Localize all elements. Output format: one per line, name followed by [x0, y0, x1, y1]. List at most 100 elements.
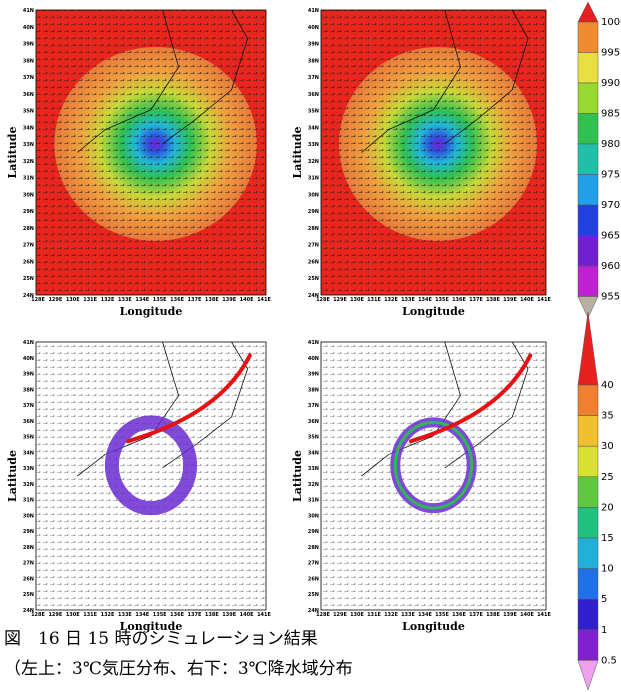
- lat-tick-label: 39N: [23, 372, 34, 378]
- colorbar-tip: [577, 1, 599, 23]
- lat-tick-label: 37N: [308, 75, 319, 81]
- lat-tick-label: 26N: [23, 576, 34, 582]
- lon-tick-label: 133E: [401, 297, 415, 303]
- lat-tick-label: 39N: [23, 42, 34, 48]
- colorbar-label: 970: [601, 200, 620, 211]
- lat-tick-label: 30N: [23, 192, 34, 198]
- lat-tick-label: 41N: [308, 8, 319, 14]
- lat-tick-label: 24N: [23, 608, 34, 614]
- lat-tick-label: 40N: [23, 25, 34, 31]
- x-axis-label: Longitude: [402, 305, 465, 318]
- colorbar-label: 995: [601, 48, 620, 59]
- lat-tick-label: 33N: [23, 466, 34, 472]
- lat-tick-label: 24N: [308, 293, 319, 299]
- colorbar-band: [577, 415, 599, 447]
- lon-tick-label: 140E: [520, 297, 534, 303]
- coastline: [361, 9, 529, 153]
- colorbar-band: [577, 598, 599, 631]
- lat-tick-label: 35N: [23, 109, 34, 115]
- lat-tick-label: 29N: [23, 529, 34, 535]
- lon-tick-label: 131E: [83, 612, 97, 618]
- colorbar-label: 980: [601, 139, 620, 150]
- lat-tick-label: 30N: [23, 513, 34, 519]
- lat-tick-label: 38N: [308, 387, 319, 393]
- colorbar-band: [577, 476, 599, 508]
- lon-tick-label: 130E: [66, 612, 80, 618]
- colorbar-label: 1: [601, 625, 607, 636]
- lat-tick-label: 36N: [23, 92, 34, 98]
- colorbar-label: 10: [601, 564, 614, 575]
- colorbar-label: 975: [601, 170, 620, 181]
- lat-tick-label: 40N: [308, 356, 319, 362]
- lon-tick-label: 134E: [418, 612, 432, 618]
- lat-tick-label: 34N: [308, 450, 319, 456]
- colorbar-band: [577, 629, 599, 661]
- lon-tick-label: 132E: [101, 612, 115, 618]
- lat-tick-label: 37N: [23, 403, 34, 409]
- lat-tick-label: 25N: [23, 276, 34, 282]
- colorbar-label: 15: [601, 533, 614, 544]
- colorbar-band: [577, 52, 599, 84]
- colorbar-tip: [577, 296, 599, 319]
- lat-tick-label: 27N: [23, 561, 34, 567]
- lat-tick-label: 28N: [308, 545, 319, 551]
- lon-tick-label: 130E: [66, 297, 80, 303]
- lon-tick-label: 135E: [153, 612, 167, 618]
- lat-tick-label: 28N: [23, 545, 34, 551]
- lat-tick-label: 36N: [308, 419, 319, 425]
- lon-tick-label: 134E: [135, 612, 149, 618]
- lat-tick-label: 40N: [308, 25, 319, 31]
- colorbar-label: 985: [601, 109, 620, 120]
- colorbar-label: 30: [601, 441, 614, 452]
- lat-tick-label: 38N: [308, 58, 319, 64]
- lat-tick-label: 35N: [308, 435, 319, 441]
- lat-tick-label: 35N: [23, 435, 34, 441]
- lon-tick-label: 132E: [384, 612, 398, 618]
- lat-tick-label: 34N: [23, 125, 34, 131]
- lat-tick-label: 32N: [308, 159, 319, 165]
- lat-tick-label: 40N: [23, 356, 34, 362]
- colorbar-label: 25: [601, 472, 614, 483]
- lat-tick-label: 34N: [308, 125, 319, 131]
- lon-tick-label: 129E: [333, 612, 347, 618]
- lat-tick-label: 39N: [308, 42, 319, 48]
- lat-tick-label: 34N: [23, 450, 34, 456]
- lon-tick-label: 137E: [469, 612, 483, 618]
- lon-tick-label: 136E: [170, 612, 184, 618]
- y-axis-label: Latitude: [291, 450, 304, 502]
- colorbar-band: [577, 507, 599, 539]
- lon-tick-label: 130E: [350, 297, 364, 303]
- colorbar-band: [577, 568, 599, 600]
- lat-tick-label: 25N: [23, 592, 34, 598]
- caption-line: （左上：3℃気圧分布、右下：3℃降水域分布: [4, 659, 353, 679]
- lon-tick-label: 128E: [31, 612, 45, 618]
- colorbar-tip: [577, 660, 599, 691]
- colorbar-label: 990: [601, 78, 620, 89]
- lon-tick-label: 129E: [48, 612, 62, 618]
- colorbar-band: [577, 235, 599, 267]
- colorbar-band: [577, 113, 599, 145]
- y-axis-label: Latitude: [6, 450, 19, 502]
- lat-tick-label: 32N: [308, 482, 319, 488]
- lon-tick-label: 134E: [135, 297, 149, 303]
- lat-tick-label: 28N: [308, 226, 319, 232]
- colorbar-band: [577, 445, 599, 478]
- lon-tick-label: 141E: [257, 612, 271, 618]
- lon-tick-label: 141E: [537, 612, 551, 618]
- lat-tick-label: 24N: [23, 293, 34, 299]
- lat-tick-label: 30N: [308, 513, 319, 519]
- lat-tick-label: 33N: [308, 466, 319, 472]
- lon-tick-label: 139E: [503, 297, 517, 303]
- lat-tick-label: 35N: [308, 109, 319, 115]
- lat-tick-label: 37N: [308, 403, 319, 409]
- lon-tick-label: 135E: [435, 612, 449, 618]
- lat-tick-label: 38N: [23, 387, 34, 393]
- x-axis-label: Longitude: [402, 620, 465, 633]
- colorbar-band: [577, 204, 599, 236]
- lon-tick-label: 132E: [384, 297, 398, 303]
- lon-tick-label: 130E: [350, 612, 364, 618]
- lon-tick-label: 139E: [503, 612, 517, 618]
- colorbar-tip: [577, 311, 599, 386]
- colorbar-label: 5: [601, 594, 607, 605]
- lon-tick-label: 140E: [240, 612, 254, 618]
